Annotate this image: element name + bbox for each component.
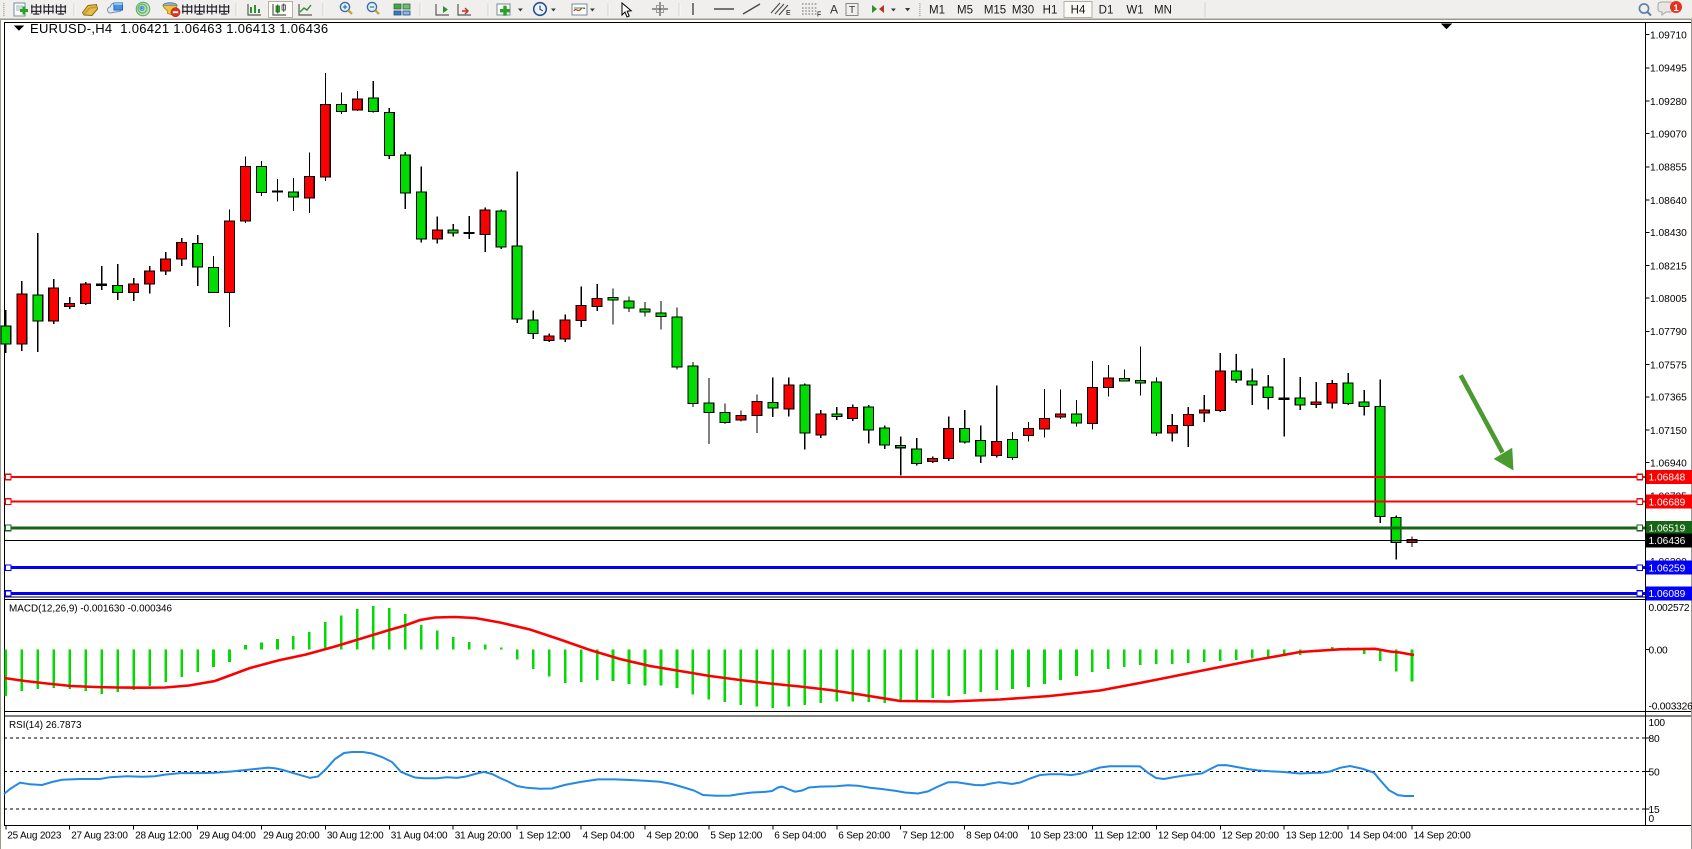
svg-text:E: E: [786, 10, 791, 17]
svg-text:M5: M5: [957, 5, 973, 17]
svg-text:15: 15: [1649, 805, 1660, 816]
svg-text:1.07365: 1.07365: [1650, 393, 1687, 404]
svg-text:14 Sep 20:00: 14 Sep 20:00: [1414, 831, 1472, 842]
svg-text:6 Sep 04:00: 6 Sep 04:00: [774, 831, 826, 842]
svg-text:12 Sep 20:00: 12 Sep 20:00: [1222, 831, 1280, 842]
svg-text:MACD(12,26,9) -0.001630 -0.000: MACD(12,26,9) -0.001630 -0.000346: [9, 604, 173, 615]
svg-text:RSI(14) 26.7873: RSI(14) 26.7873: [9, 720, 82, 731]
svg-text:0: 0: [1649, 814, 1655, 825]
svg-text:W1: W1: [1126, 5, 1143, 17]
svg-text:1.08640: 1.08640: [1650, 196, 1687, 207]
svg-text:13 Sep 12:00: 13 Sep 12:00: [1286, 831, 1344, 842]
svg-text:-0.003326: -0.003326: [1649, 702, 1692, 713]
svg-text:1.09070: 1.09070: [1650, 129, 1687, 140]
svg-text:7 Sep 12:00: 7 Sep 12:00: [902, 831, 954, 842]
svg-text:1.06689: 1.06689: [1649, 497, 1686, 508]
svg-text:EURUSD-,H4 1.06421 1.06463 1.: EURUSD-,H4 1.06421 1.06463 1.06413 1.064…: [30, 21, 328, 36]
svg-text:D1: D1: [1099, 5, 1114, 17]
svg-text:F: F: [817, 12, 821, 19]
svg-text:27 Aug 23:00: 27 Aug 23:00: [71, 831, 128, 842]
svg-text:1.06436: 1.06436: [1649, 536, 1686, 547]
svg-text:M1: M1: [929, 5, 945, 17]
svg-text:1.09495: 1.09495: [1650, 64, 1687, 75]
svg-text:6 Sep 20:00: 6 Sep 20:00: [838, 831, 890, 842]
svg-text:1.08430: 1.08430: [1650, 228, 1687, 239]
svg-text:1.08005: 1.08005: [1650, 294, 1687, 305]
svg-text:A: A: [830, 3, 838, 17]
svg-text:30 Aug 12:00: 30 Aug 12:00: [327, 831, 384, 842]
svg-text:11 Sep 12:00: 11 Sep 12:00: [1094, 831, 1151, 842]
svg-text:80: 80: [1649, 734, 1660, 745]
svg-text:1: 1: [1673, 3, 1679, 14]
svg-text:H1: H1: [1043, 5, 1058, 17]
svg-text:M15: M15: [984, 5, 1006, 17]
svg-text:1.07790: 1.07790: [1650, 327, 1687, 338]
svg-text:T: T: [849, 5, 855, 16]
svg-text:0.002572: 0.002572: [1649, 603, 1690, 614]
svg-text:1.08215: 1.08215: [1650, 261, 1687, 272]
svg-text:1.06519: 1.06519: [1649, 524, 1686, 535]
svg-text:1.07150: 1.07150: [1650, 426, 1687, 437]
svg-text:1 Sep 12:00: 1 Sep 12:00: [519, 831, 571, 842]
svg-text:1.06848: 1.06848: [1649, 473, 1686, 484]
svg-text:4 Sep 20:00: 4 Sep 20:00: [647, 831, 699, 842]
svg-text:1.07575: 1.07575: [1650, 360, 1687, 371]
svg-text:4 Sep 04:00: 4 Sep 04:00: [583, 831, 635, 842]
svg-text:14 Sep 04:00: 14 Sep 04:00: [1350, 831, 1408, 842]
svg-text:100: 100: [1649, 718, 1666, 729]
svg-text:1.06940: 1.06940: [1650, 458, 1687, 469]
svg-text:12 Sep 04:00: 12 Sep 04:00: [1158, 831, 1216, 842]
svg-text:0.00: 0.00: [1649, 646, 1669, 657]
svg-text:H4: H4: [1071, 5, 1086, 17]
svg-text:1.09280: 1.09280: [1650, 97, 1687, 108]
svg-text:29 Aug 04:00: 29 Aug 04:00: [199, 831, 256, 842]
svg-text:31 Aug 04:00: 31 Aug 04:00: [391, 831, 448, 842]
svg-text:25 Aug 2023: 25 Aug 2023: [7, 831, 62, 842]
svg-text:28 Aug 12:00: 28 Aug 12:00: [135, 831, 192, 842]
svg-text:1.06259: 1.06259: [1649, 563, 1686, 574]
svg-text:10 Sep 23:00: 10 Sep 23:00: [1030, 831, 1088, 842]
svg-text:5 Sep 12:00: 5 Sep 12:00: [710, 831, 762, 842]
svg-text:MN: MN: [1154, 5, 1172, 17]
svg-text:8 Sep 04:00: 8 Sep 04:00: [966, 831, 1018, 842]
svg-text:1.09710: 1.09710: [1650, 31, 1687, 42]
svg-text:50: 50: [1649, 768, 1660, 779]
svg-text:M30: M30: [1012, 5, 1034, 17]
svg-text:1.08855: 1.08855: [1650, 163, 1687, 174]
svg-text:31 Aug 20:00: 31 Aug 20:00: [455, 831, 512, 842]
svg-text:29 Aug 20:00: 29 Aug 20:00: [263, 831, 320, 842]
svg-text:1.06089: 1.06089: [1649, 589, 1686, 600]
